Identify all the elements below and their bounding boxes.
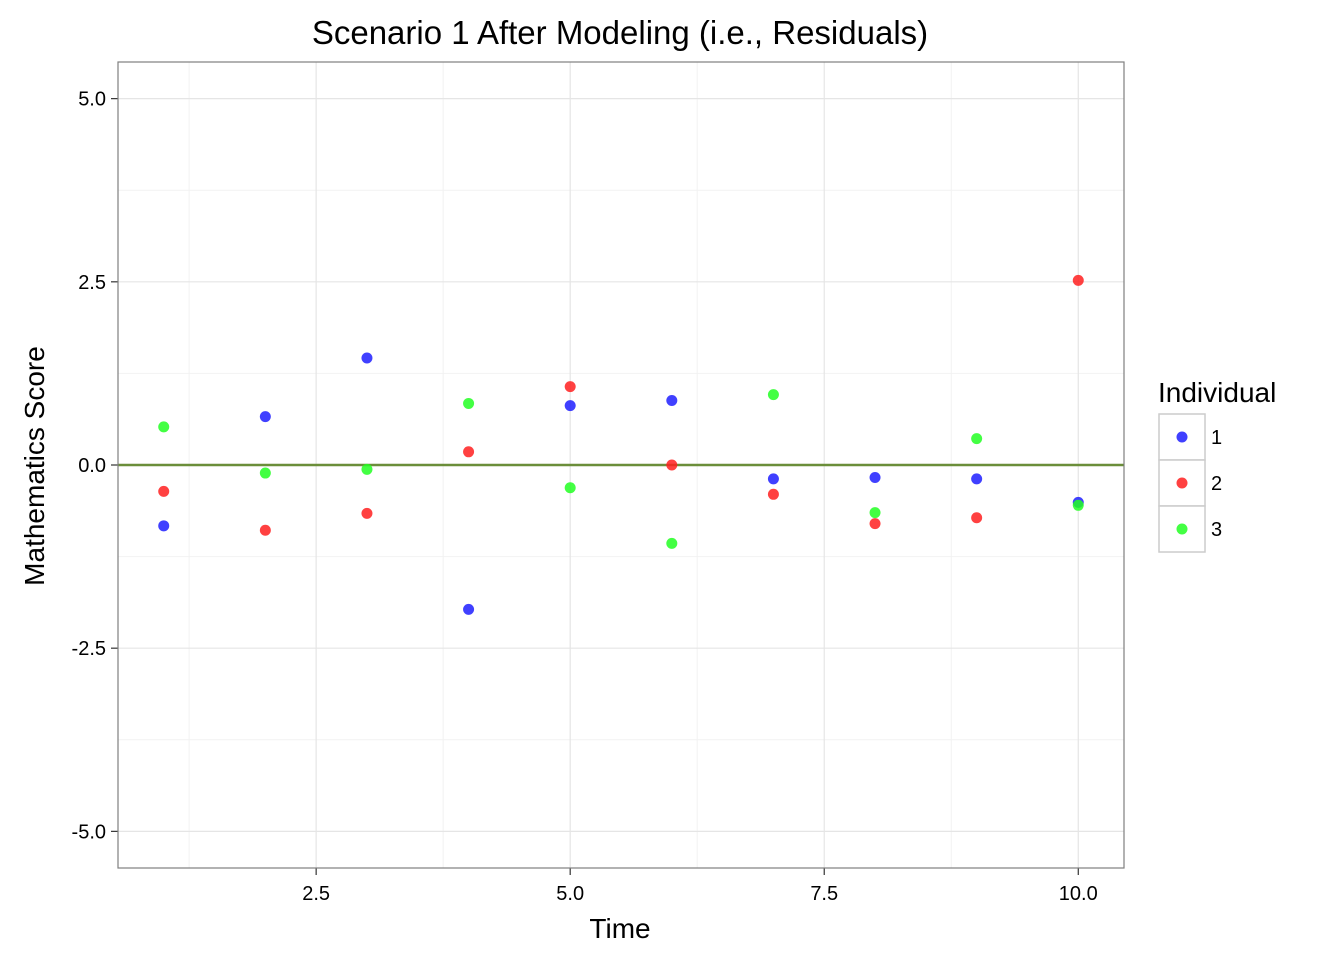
legend-key-point [1176, 431, 1188, 443]
y-tick-label: -5.0 [72, 821, 106, 843]
y-tick-label: 5.0 [78, 89, 106, 111]
x-tick-label: 2.5 [302, 883, 330, 905]
legend-label: 1 [1211, 427, 1222, 449]
data-point-series-3 [259, 467, 271, 479]
data-point-series-3 [564, 482, 576, 494]
data-point-series-2 [666, 459, 678, 471]
data-point-series-3 [869, 507, 881, 519]
y-axis-title: Mathematics Score [19, 346, 50, 586]
legend-label: 2 [1211, 473, 1222, 495]
legend-title: Individual [1158, 377, 1276, 408]
data-point-series-2 [971, 512, 983, 524]
legend-key-point [1176, 523, 1188, 535]
data-point-series-1 [259, 411, 271, 423]
data-point-series-2 [259, 524, 271, 536]
data-point-series-1 [564, 400, 576, 412]
y-tick-label: 2.5 [78, 272, 106, 294]
data-point-series-1 [463, 603, 475, 615]
data-point-series-2 [463, 446, 475, 458]
data-point-series-2 [158, 485, 170, 497]
data-point-series-1 [666, 395, 678, 407]
x-tick-label: 5.0 [556, 883, 584, 905]
legend-key-point [1176, 477, 1188, 489]
x-tick-label: 7.5 [810, 883, 838, 905]
data-point-series-1 [869, 471, 881, 483]
y-tick-label: -2.5 [72, 638, 106, 660]
data-point-series-3 [971, 433, 983, 445]
legend: Individual 1 2 3 [1158, 377, 1276, 553]
data-point-series-2 [564, 381, 576, 393]
data-point-series-3 [666, 537, 678, 549]
y-tick-label: 0.0 [78, 455, 106, 477]
x-axis: 2.5 5.0 7.5 10.0 [302, 868, 1098, 905]
data-point-series-3 [361, 463, 373, 475]
data-point-series-1 [361, 352, 373, 364]
data-point-series-3 [1072, 499, 1084, 511]
data-point-series-3 [463, 397, 475, 409]
data-point-series-1 [971, 473, 983, 485]
panel-border [117, 61, 1125, 869]
legend-label: 3 [1211, 519, 1222, 541]
data-point-series-3 [767, 389, 779, 401]
chart-title: Scenario 1 After Modeling (i.e., Residua… [312, 14, 928, 51]
data-point-series-1 [158, 520, 170, 532]
data-point-series-2 [767, 488, 779, 500]
x-tick-label: 10.0 [1059, 883, 1098, 905]
data-point-series-1 [767, 473, 779, 485]
data-points [117, 61, 1125, 869]
data-point-series-3 [158, 421, 170, 433]
data-point-series-2 [1072, 274, 1084, 286]
y-axis: -5.0 -2.5 0.0 2.5 5.0 [72, 89, 118, 843]
data-point-series-2 [869, 518, 881, 530]
data-point-series-2 [361, 507, 373, 519]
x-axis-title: Time [589, 913, 650, 944]
